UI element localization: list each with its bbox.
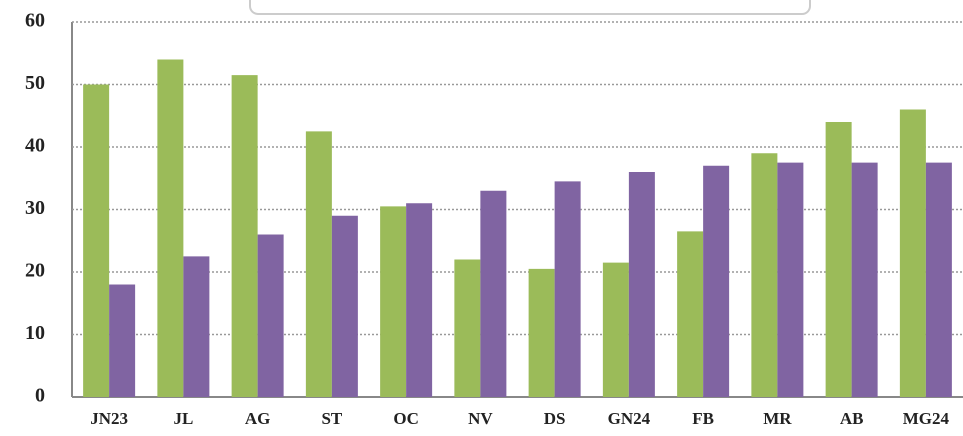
- x-tick-label: GN24: [608, 409, 651, 428]
- bar: [331, 215, 358, 397]
- bar: [751, 153, 778, 397]
- bar: [851, 162, 878, 397]
- y-tick-label: 60: [25, 10, 45, 32]
- bar: [703, 165, 730, 397]
- y-tick-label: 30: [25, 197, 45, 219]
- title-box: [249, 0, 811, 15]
- bar: [777, 162, 804, 397]
- x-tick-label: MG24: [903, 409, 950, 428]
- bar: [528, 268, 555, 397]
- bar: [83, 84, 110, 397]
- bar: [183, 256, 210, 397]
- y-tick-label: 20: [25, 260, 45, 282]
- x-tick-label: FB: [692, 409, 714, 428]
- y-tick-label: 40: [25, 135, 45, 157]
- bar: [480, 190, 507, 397]
- bar: [257, 234, 284, 397]
- x-tick-label: JL: [173, 409, 193, 428]
- bar: [825, 122, 852, 397]
- bar: [925, 162, 952, 397]
- x-tick-label: AB: [840, 409, 864, 428]
- bar: [157, 59, 184, 397]
- bar: [305, 131, 332, 397]
- x-tick-label: MR: [763, 409, 792, 428]
- bar: [554, 181, 581, 397]
- bar: [109, 284, 136, 397]
- x-tick-label: JN23: [90, 409, 128, 428]
- x-tick-label: OC: [393, 409, 419, 428]
- bar: [899, 109, 926, 397]
- y-tick-label: 0: [35, 385, 45, 407]
- x-tick-label: AG: [245, 409, 271, 428]
- bar: [628, 172, 655, 397]
- bar: [602, 262, 629, 397]
- x-tick-label: ST: [321, 409, 342, 428]
- bar: [454, 259, 481, 397]
- y-tick-label: 10: [25, 322, 45, 344]
- bar: [231, 75, 258, 397]
- x-tick-label: DS: [544, 409, 566, 428]
- bar: [677, 231, 704, 397]
- y-tick-label: 50: [25, 72, 45, 94]
- bar: [406, 203, 433, 397]
- x-tick-label: NV: [468, 409, 493, 428]
- bar: [380, 206, 407, 397]
